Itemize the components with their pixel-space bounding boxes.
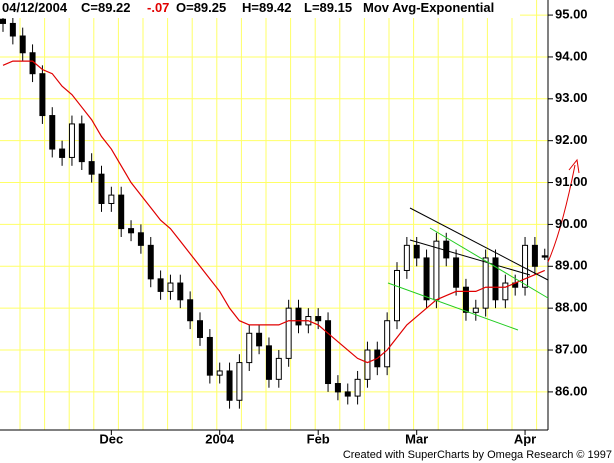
header-open: O=89.25 <box>176 0 226 15</box>
candle-body <box>118 194 125 230</box>
candle-body <box>88 161 95 175</box>
candle-body <box>364 349 371 380</box>
candle-body <box>325 320 332 385</box>
candle-body <box>206 336 213 376</box>
candle-body <box>502 282 509 301</box>
y-tick-label: 93.00 <box>555 90 588 105</box>
trend-line <box>409 239 531 276</box>
candle-body <box>147 244 154 280</box>
x-tick-label: Mar <box>405 431 428 446</box>
candle-body <box>9 22 16 37</box>
grid <box>0 0 548 430</box>
header-date: 04/12/2004 <box>2 0 68 15</box>
candle-body <box>344 391 351 397</box>
y-tick-label: 90.00 <box>555 216 588 231</box>
candle-body <box>177 282 184 301</box>
header-low: L=89.15 <box>304 0 352 15</box>
y-tick-label: 88.00 <box>555 300 588 315</box>
channel-line <box>429 227 549 299</box>
candle-body <box>541 255 548 258</box>
marks <box>0 10 548 409</box>
candle-body <box>462 286 469 313</box>
candle-body <box>167 282 174 292</box>
x-tick-label: Feb <box>307 431 330 446</box>
projection-arrow <box>547 164 576 263</box>
candle-body <box>531 244 538 267</box>
candle-body <box>522 244 529 288</box>
y-tick-label: 86.00 <box>555 383 588 398</box>
footer: Created with SuperCharts by Omega Resear… <box>343 449 612 461</box>
candle-body <box>295 307 302 326</box>
candle-body <box>413 244 420 259</box>
header-change: -.07 <box>147 0 169 15</box>
candle-body <box>394 269 400 322</box>
candle-body <box>236 362 243 401</box>
candle-body <box>19 35 26 54</box>
candle-body <box>128 228 135 234</box>
candle-body <box>78 123 85 163</box>
candle-body <box>108 194 115 204</box>
header-bg <box>0 0 520 18</box>
header-study: Mov Avg-Exponential <box>363 0 494 15</box>
candle-body <box>453 257 460 288</box>
candle-body <box>226 370 233 401</box>
y-tick-label: 89.00 <box>555 258 588 273</box>
candle-body <box>492 257 499 301</box>
y-tick-label: 91.00 <box>555 174 588 189</box>
x-tick-label: 2004 <box>205 431 235 446</box>
ema-line <box>2 60 545 364</box>
candle-body <box>275 357 282 380</box>
candle-body <box>49 115 56 150</box>
candle-body <box>315 316 322 322</box>
candle-body <box>0 18 6 24</box>
y-tick-label: 87.00 <box>555 341 588 356</box>
y-tick-label: 95.00 <box>555 7 588 22</box>
candle-body <box>433 240 440 301</box>
candle-body <box>68 123 75 158</box>
candle-body <box>59 148 66 158</box>
header-high: H=89.42 <box>242 0 292 15</box>
candle-body <box>256 332 263 347</box>
candle-body <box>423 257 430 301</box>
candle-body <box>265 345 272 380</box>
candle-body <box>187 299 194 322</box>
arrow-head <box>568 158 580 174</box>
channel-line <box>387 282 519 331</box>
header: 04/12/2004 C=89.22 -.07 O=89.25 H=89.42 … <box>2 0 494 15</box>
x-tick-label: Dec <box>99 431 123 446</box>
y-tick-label: 94.00 <box>555 48 588 63</box>
trend-line <box>409 207 549 281</box>
x-tick-label: Apr <box>514 431 536 446</box>
candle-body <box>384 320 391 368</box>
y-tick-label: 92.00 <box>555 132 588 147</box>
candle-body <box>39 73 46 117</box>
candle-body <box>354 378 361 397</box>
header-close: C=89.22 <box>81 0 131 15</box>
candle-body <box>157 278 164 292</box>
candle-body <box>334 383 341 393</box>
candle-body <box>472 307 479 313</box>
candle-body <box>216 370 223 376</box>
candle-body <box>98 173 105 204</box>
candle-body <box>137 232 144 246</box>
candle-body <box>285 307 292 359</box>
candle-body <box>246 332 253 364</box>
candle-body <box>197 320 203 338</box>
candle-body <box>403 244 410 271</box>
candle-body <box>482 257 489 309</box>
